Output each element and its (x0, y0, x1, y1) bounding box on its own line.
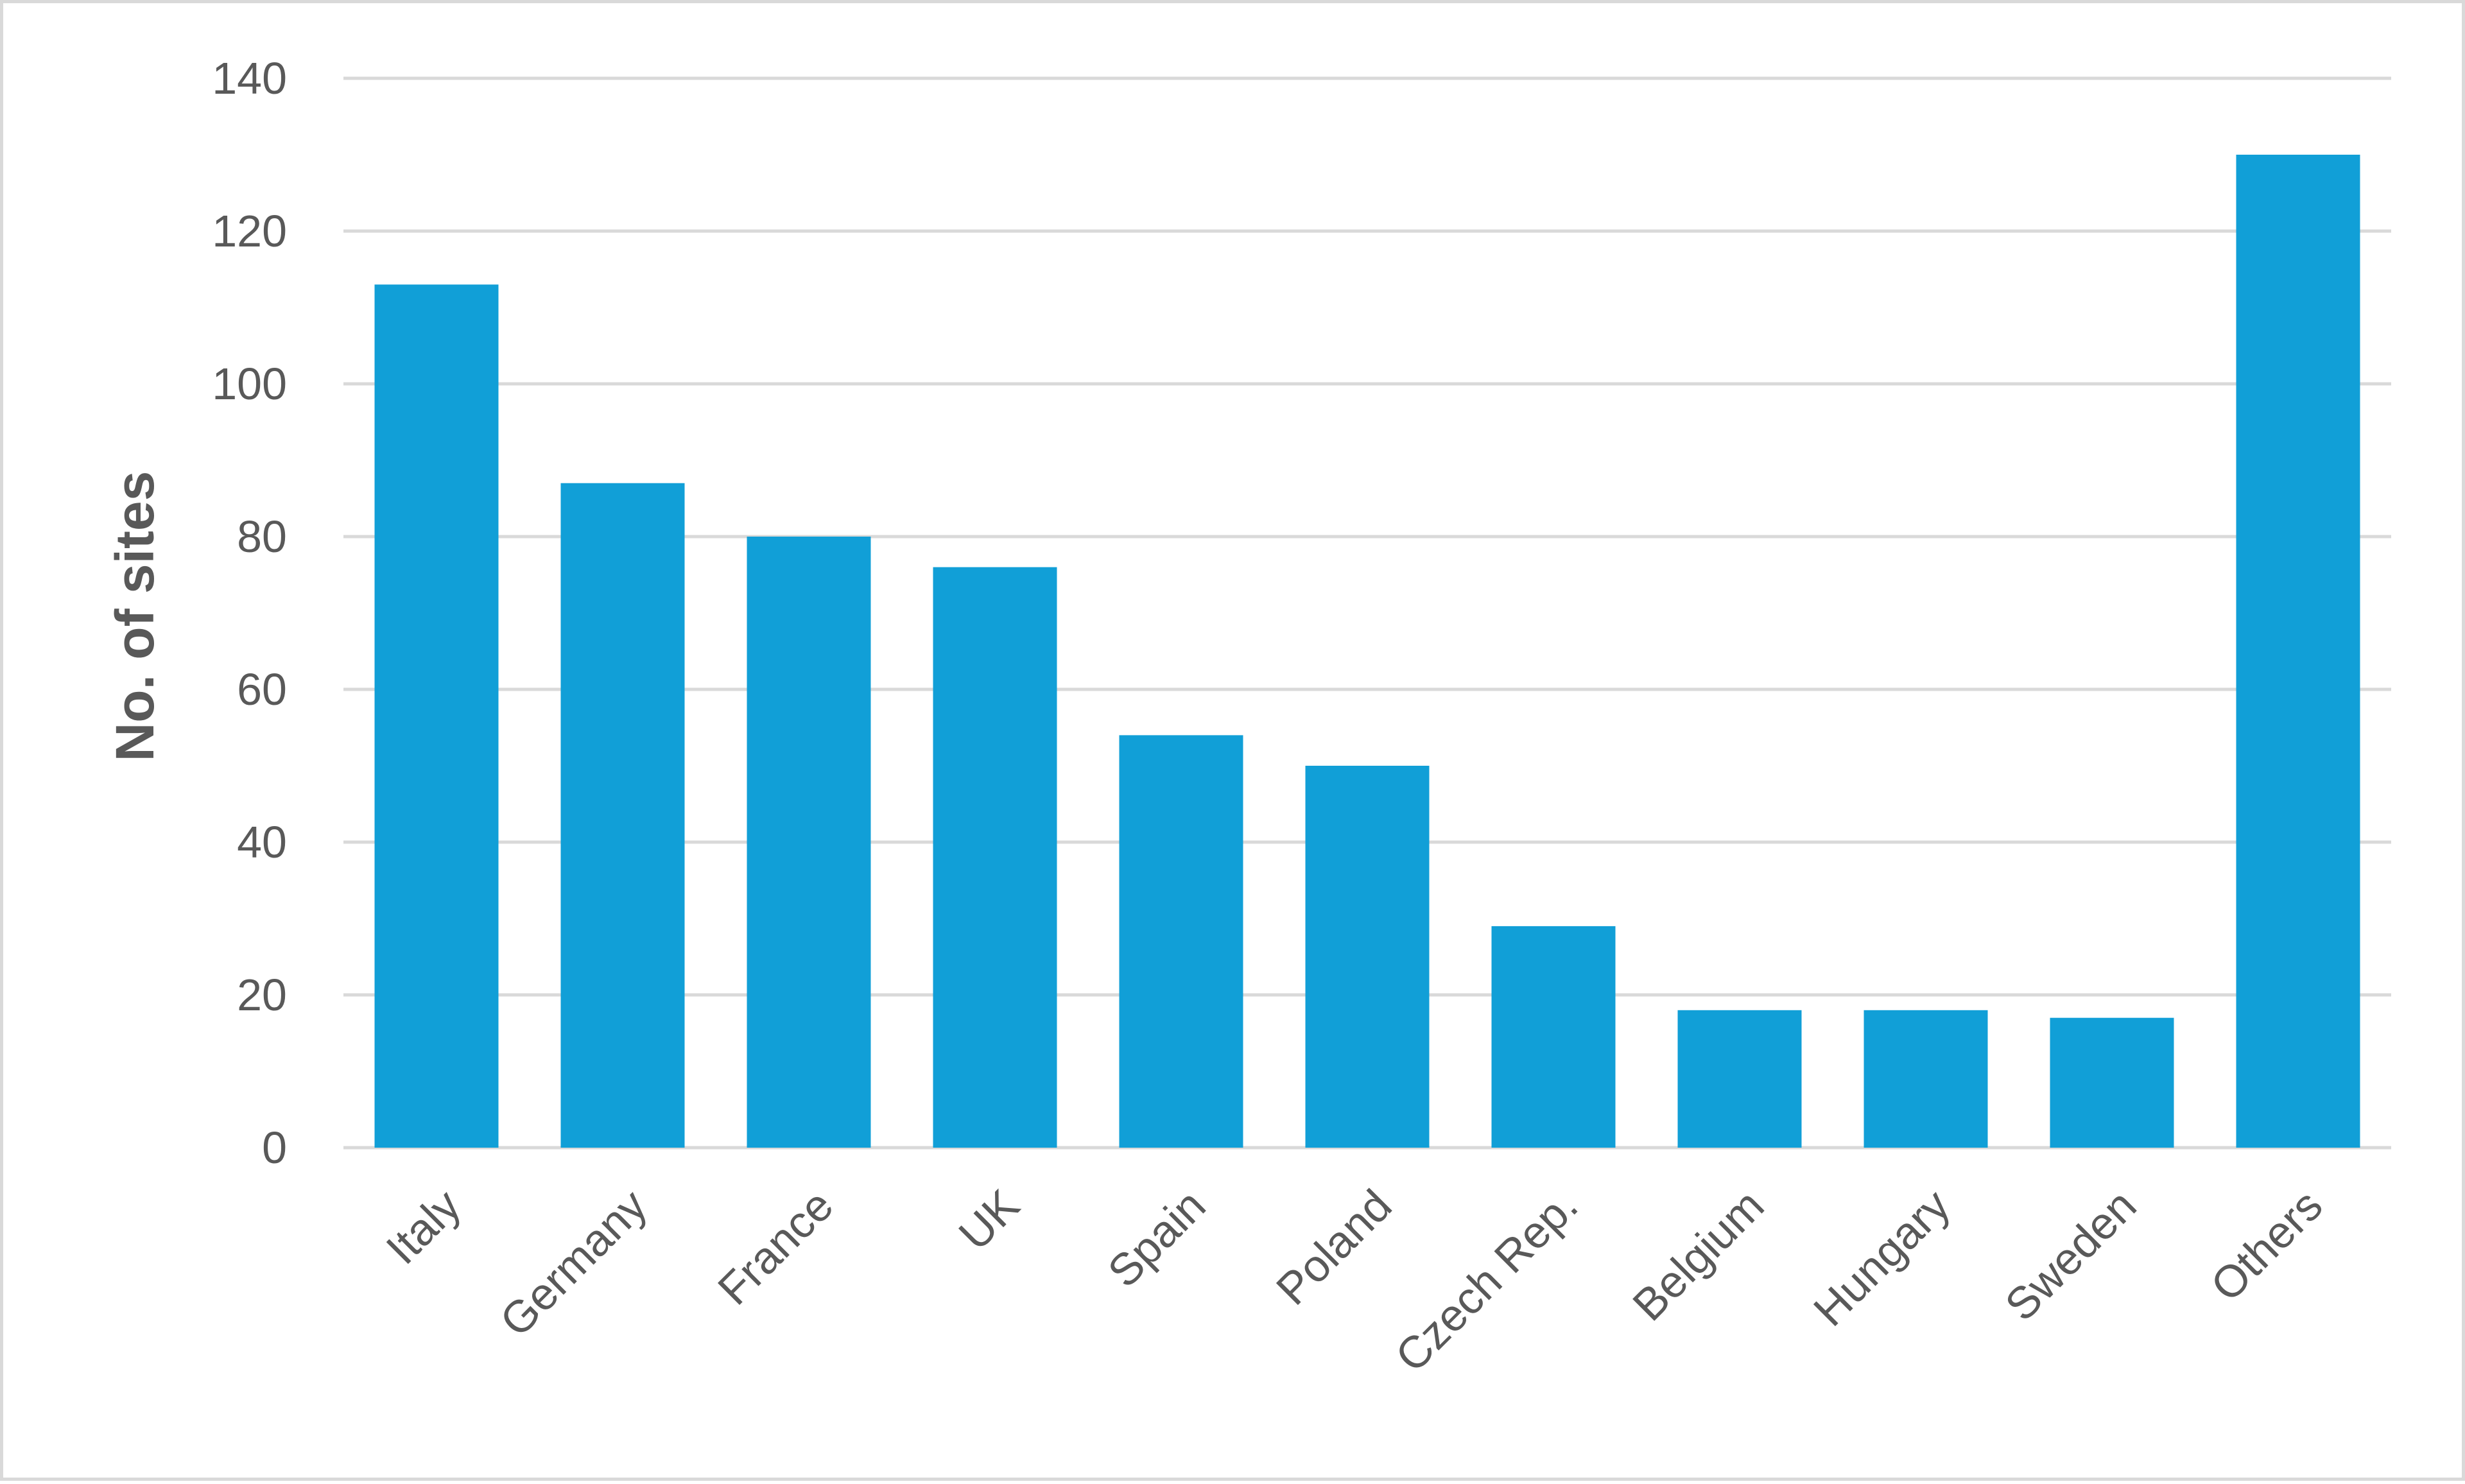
bar-hungary (1864, 1010, 1988, 1148)
y-axis-ticks: 0 20 40 60 80 100 120 140 (212, 53, 287, 1173)
x-tick-label: Spain (1098, 1180, 1215, 1297)
bar-spain (1119, 735, 1243, 1148)
x-tick-label: Sweden (1996, 1180, 2146, 1330)
x-tick-label: Italy (377, 1180, 471, 1273)
y-tick-label: 100 (212, 359, 287, 409)
bar-italy (374, 284, 499, 1148)
y-tick-label: 40 (237, 817, 287, 867)
x-tick-label: Germany (490, 1180, 657, 1346)
y-axis-title: No. of sites (105, 471, 165, 762)
x-tick-label: UK (949, 1180, 1029, 1259)
bar-chart: 0 20 40 60 80 100 120 140 Italy Germany France UK S… (105, 53, 2391, 1381)
y-tick-label: 20 (237, 970, 287, 1020)
bar-others (2236, 155, 2360, 1148)
x-tick-label: Belgium (1623, 1180, 1774, 1330)
y-tick-label: 80 (237, 512, 287, 562)
x-tick-label: Others (2201, 1180, 2332, 1311)
bar-france (747, 537, 871, 1148)
bar-czech-rep (1491, 926, 1616, 1148)
bar-uk (933, 567, 1057, 1148)
y-tick-label: 60 (237, 664, 287, 714)
y-tick-label: 140 (212, 53, 287, 103)
x-tick-label: Czech Rep. (1386, 1180, 1587, 1381)
y-tick-label: 0 (262, 1123, 287, 1173)
y-tick-label: 120 (212, 206, 287, 256)
bar-belgium (1677, 1010, 1802, 1148)
bar-poland (1305, 766, 1430, 1148)
x-tick-label: Hungary (1804, 1180, 1959, 1335)
bars (374, 155, 2360, 1148)
x-tick-label: Poland (1267, 1180, 1401, 1314)
bar-germany (560, 483, 685, 1148)
x-tick-label: France (708, 1180, 842, 1314)
bar-sweden (2050, 1017, 2174, 1148)
